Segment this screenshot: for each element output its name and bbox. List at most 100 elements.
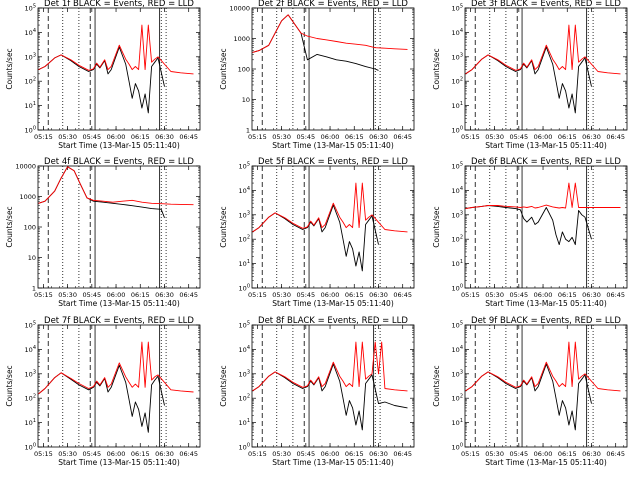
y-tick-label: 100 — [239, 443, 250, 452]
x-tick-label: 06:00 — [534, 450, 553, 458]
panel-title: Det 5f BLACK = Events, RED = LLD — [258, 157, 408, 167]
panel-det-3: Det 3f BLACK = Events, RED = LLD 100 101 10… — [432, 0, 628, 150]
y-tick-label: 103 — [25, 369, 36, 378]
x-tick-label: 06:15 — [345, 450, 364, 458]
x-tick-label: 05:45 — [82, 291, 101, 299]
x-tick-label: 05:15 — [34, 133, 53, 141]
y-tick-label: 10 — [242, 96, 250, 104]
panel-title: Det 9f BLACK = Events, RED = LLD — [471, 316, 621, 326]
x-axis-label: Start Time (13-Mar-15 05:11:40) — [272, 458, 394, 467]
x-tick-label: 06:30 — [155, 291, 174, 299]
y-tick-label: 103 — [452, 52, 463, 61]
plot-frame — [251, 165, 415, 289]
x-tick-label: 06:45 — [393, 450, 412, 458]
panel-det-9: Det 9f BLACK = Events, RED = LLD 100 101 10… — [432, 316, 628, 467]
x-tick-label: 06:30 — [369, 450, 388, 458]
x-tick-label: 06:00 — [107, 133, 126, 141]
x-tick-label: 06:15 — [558, 133, 577, 141]
x-tick-label: 05:30 — [272, 450, 291, 458]
y-tick-label: 102 — [25, 394, 36, 403]
panel-title: Det 2f BLACK = Events, RED = LLD — [258, 0, 408, 9]
y-tick-label: 103 — [239, 210, 250, 219]
panel-det-2: Det 2f BLACK = Events, RED = LLD 1 10 100 10… — [219, 0, 415, 150]
x-tick-label: 06:15 — [131, 133, 150, 141]
y-tick-label: 105 — [452, 162, 463, 171]
y-axis-label: Counts/sec — [432, 206, 441, 247]
y-tick-label: 100 — [25, 126, 36, 135]
series-line-events — [465, 363, 592, 431]
panel-det-5: Det 5f BLACK = Events, RED = LLD 100 101 10… — [219, 157, 415, 308]
x-axis-label: Start Time (13-Mar-15 05:11:40) — [272, 299, 394, 308]
panel-title: Det 6f BLACK = Events, RED = LLD — [471, 157, 621, 167]
y-tick-label: 101 — [25, 418, 36, 427]
x-tick-label: 06:00 — [321, 291, 340, 299]
y-tick-label: 100 — [25, 443, 36, 452]
series-line-events — [252, 363, 408, 431]
series-line-lld — [252, 14, 408, 53]
y-tick-label: 101 — [25, 101, 36, 110]
panel-title: Det 1f BLACK = Events, RED = LLD — [44, 0, 194, 9]
series-line-lld — [252, 182, 408, 233]
x-tick-label: 05:45 — [82, 133, 101, 141]
x-tick-label: 05:45 — [509, 291, 528, 299]
x-tick-label: 05:15 — [248, 133, 267, 141]
y-tick-label: 103 — [239, 369, 250, 378]
y-tick-label: 101 — [452, 418, 463, 427]
x-axis-label: Start Time (13-Mar-15 05:11:40) — [58, 141, 180, 150]
x-tick-label: 05:30 — [272, 291, 291, 299]
x-tick-label: 05:30 — [272, 133, 291, 141]
y-tick-label: 105 — [25, 321, 36, 330]
panel-title: Det 7f BLACK = Events, RED = LLD — [44, 316, 194, 326]
y-tick-label: 104 — [239, 345, 250, 354]
x-tick-label: 06:45 — [179, 133, 198, 141]
x-tick-label: 05:45 — [509, 133, 528, 141]
series-line-events — [465, 205, 592, 246]
plot-frame — [37, 324, 201, 448]
x-tick-label: 06:15 — [131, 450, 150, 458]
x-tick-label: 05:30 — [58, 133, 77, 141]
panel-title: Det 4f BLACK = Events, RED = LLD — [44, 157, 194, 167]
y-tick-label: 105 — [25, 4, 36, 13]
y-axis-label: Counts/sec — [432, 48, 441, 89]
y-tick-label: 105 — [239, 321, 250, 330]
x-tick-label: 06:45 — [606, 450, 625, 458]
x-tick-label: 05:15 — [248, 291, 267, 299]
y-tick-label: 1 — [246, 127, 250, 135]
plot-frame — [37, 7, 201, 131]
x-tick-label: 06:00 — [321, 133, 340, 141]
x-tick-label: 05:45 — [296, 291, 315, 299]
x-tick-label: 06:45 — [393, 133, 412, 141]
series-line-lld — [465, 341, 621, 392]
panel-title: Det 8f BLACK = Events, RED = LLD — [258, 316, 408, 326]
y-tick-label: 102 — [25, 77, 36, 86]
x-tick-label: 06:15 — [345, 133, 364, 141]
y-tick-label: 100 — [452, 126, 463, 135]
y-tick-label: 10 — [28, 254, 36, 262]
x-tick-label: 05:45 — [509, 450, 528, 458]
y-tick-label: 104 — [452, 28, 463, 37]
y-tick-label: 105 — [239, 162, 250, 171]
y-tick-label: 104 — [25, 345, 36, 354]
x-tick-label: 06:30 — [582, 291, 601, 299]
x-axis-label: Start Time (13-Mar-15 05:11:40) — [272, 141, 394, 150]
series-line-lld — [38, 166, 194, 206]
x-tick-label: 05:15 — [248, 450, 267, 458]
panel-det-8: Det 8f BLACK = Events, RED = LLD 100 101 10… — [219, 316, 415, 467]
x-tick-label: 05:45 — [82, 450, 101, 458]
x-tick-label: 06:00 — [107, 450, 126, 458]
plot-frame — [251, 324, 415, 448]
x-tick-label: 05:30 — [485, 133, 504, 141]
x-axis-label: Start Time (13-Mar-15 05:11:40) — [485, 458, 607, 467]
y-tick-label: 1000 — [233, 35, 250, 43]
y-tick-label: 102 — [452, 235, 463, 244]
x-tick-label: 06:15 — [345, 291, 364, 299]
x-tick-label: 05:15 — [34, 291, 53, 299]
y-tick-label: 104 — [25, 28, 36, 37]
y-tick-label: 10000 — [15, 163, 36, 171]
x-tick-label: 05:30 — [485, 450, 504, 458]
series-line-lld — [252, 341, 408, 392]
x-tick-label: 05:30 — [58, 450, 77, 458]
series-line-events — [38, 46, 165, 114]
x-tick-label: 06:30 — [582, 133, 601, 141]
x-tick-label: 06:45 — [179, 291, 198, 299]
